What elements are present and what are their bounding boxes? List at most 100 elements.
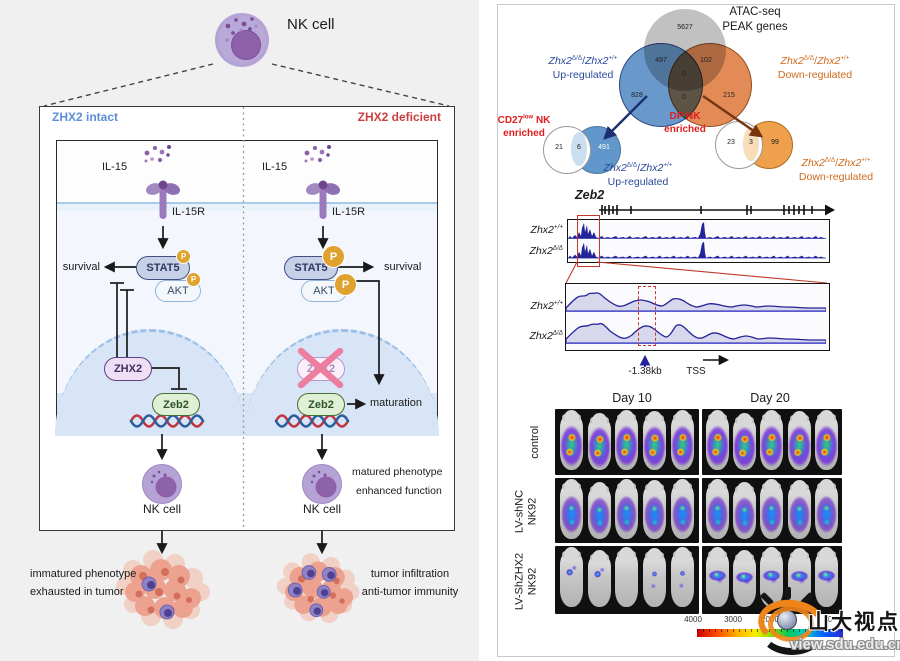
zeb2-gene-title: Zeb2 bbox=[575, 188, 605, 202]
venn-count: 0 bbox=[682, 94, 686, 101]
eye-lower-arc bbox=[760, 610, 824, 655]
mouse-image bbox=[559, 547, 583, 607]
venn-count: 21 bbox=[555, 144, 563, 151]
nk-cell-top-label: NK cell bbox=[287, 16, 335, 33]
dp-nk-text: DP NK bbox=[669, 111, 701, 122]
gene-name: Zhx2 bbox=[529, 245, 553, 257]
bioluminescence-panel-control-day10 bbox=[555, 409, 699, 475]
mouse-image bbox=[814, 547, 838, 607]
venn-title-line2: PEAK genes bbox=[722, 21, 788, 33]
tumor-right bbox=[276, 553, 360, 624]
small-down-label: Zhx2Δ/Δ/Zhx2+/+ Down-regulated bbox=[782, 156, 890, 184]
gene-name: Zhx2 bbox=[603, 162, 627, 174]
allele-sup: Δ/Δ bbox=[803, 54, 815, 62]
mouse-image bbox=[559, 410, 583, 470]
zhx2-intact-label: ZHX2 intact bbox=[52, 110, 119, 124]
row-label-text: NK92 bbox=[526, 567, 538, 596]
mouse-image bbox=[587, 550, 611, 607]
scale-value: 4000 bbox=[684, 615, 702, 624]
mouse-image bbox=[671, 479, 695, 539]
inhibition-tbars bbox=[110, 282, 187, 390]
eyelash-icon bbox=[785, 587, 791, 599]
scale-value: 3000 bbox=[724, 615, 742, 624]
tumor-left bbox=[116, 550, 210, 629]
track-label-ko: Zhx2Δ/Δ bbox=[505, 245, 563, 257]
il15r-label-right: IL-15R bbox=[332, 206, 366, 218]
track-label-wt: Zhx2+/+ bbox=[505, 224, 563, 236]
slash: / bbox=[582, 55, 585, 67]
mouse-image bbox=[733, 413, 757, 470]
slash: / bbox=[637, 162, 640, 174]
mouse-image bbox=[643, 480, 667, 539]
day10-header: Day 10 bbox=[612, 391, 652, 405]
allele-sup: +/+ bbox=[861, 156, 871, 164]
venn-count: 6 bbox=[577, 144, 581, 151]
gene-name: Zhx2 bbox=[548, 55, 572, 67]
venn-arrows bbox=[603, 95, 764, 140]
venn-small-overlap bbox=[571, 132, 587, 166]
row-label-lvshzhx2: LV-ShZHX2 NK92 bbox=[514, 539, 539, 625]
mouse-image bbox=[733, 482, 757, 539]
slash: / bbox=[835, 157, 838, 169]
eye-orange-ring bbox=[768, 606, 814, 642]
allele-sup: +/+ bbox=[608, 54, 618, 62]
atac-track-zoomed bbox=[565, 283, 830, 351]
cd27-text: CD27 bbox=[497, 115, 524, 126]
tss-annotation-arrows bbox=[639, 354, 730, 367]
mouse-image bbox=[787, 411, 811, 470]
mouse-image bbox=[643, 411, 667, 470]
venn-count: 0 bbox=[682, 71, 686, 78]
gene-name: Zhx2 bbox=[816, 55, 841, 67]
bioluminescence-panel-shnc-day10 bbox=[555, 478, 699, 543]
zoom-connector-lines bbox=[565, 261, 828, 284]
scale-value: 0 bbox=[827, 615, 833, 624]
row-label-text: control bbox=[528, 425, 541, 459]
zoomtrack-label-wt: Zhx2+/+ bbox=[505, 300, 563, 312]
down-regulated-text: Down-regulated bbox=[798, 171, 874, 183]
allele-sup: Δ/Δ bbox=[571, 54, 583, 62]
il15-dots-right bbox=[304, 145, 331, 163]
atac-zoom-signal bbox=[566, 292, 826, 344]
gene-name: Zhx2 bbox=[801, 157, 825, 169]
venn-count: 5627 bbox=[677, 24, 693, 31]
nk-cell-label-right: NK cell bbox=[302, 502, 341, 516]
phospho-badge: P bbox=[176, 249, 191, 264]
phospho-badge-large: P bbox=[334, 273, 357, 296]
mouse-image bbox=[706, 547, 730, 607]
row-label-control: control bbox=[529, 407, 542, 477]
nk-cell-top-art bbox=[215, 13, 269, 67]
mouse-image bbox=[643, 548, 667, 607]
outcome-right-line2: anti-tumor immunity bbox=[361, 586, 459, 598]
mouse-image bbox=[706, 410, 730, 470]
binding-site-distance: -1.38kb bbox=[628, 366, 662, 377]
eye-logo bbox=[755, 587, 829, 655]
mouse-image bbox=[787, 480, 811, 539]
watermark: 山大视点 view.sdu.edu.cn bbox=[752, 586, 900, 661]
dna-right bbox=[274, 414, 350, 428]
allele-sup: +/+ bbox=[663, 161, 673, 169]
enriched-text: enriched bbox=[503, 128, 545, 139]
venn-count: 3 bbox=[749, 139, 753, 146]
gene-name: Zhx2 bbox=[584, 55, 609, 67]
row-label-text: LV-shNC bbox=[513, 489, 526, 534]
atac-track-overview bbox=[567, 215, 830, 267]
stat5-pill-right: STAT5 bbox=[284, 256, 338, 280]
bioluminescence-panel-shnc-day20 bbox=[702, 478, 842, 543]
schematic-artwork bbox=[43, 13, 450, 629]
mouse-image bbox=[559, 479, 583, 539]
bioluminescence-panel-control-day20 bbox=[702, 409, 842, 475]
zhx2-binding-site-box bbox=[638, 286, 656, 346]
upregulated-label: Zhx2Δ/Δ/Zhx2+/+ Up-regulated bbox=[537, 54, 629, 82]
gene-name: Zhx2 bbox=[780, 55, 804, 67]
atac-signal bbox=[568, 222, 826, 259]
zeb2-pill-left: Zeb2 bbox=[152, 393, 200, 416]
mouse-image bbox=[587, 413, 611, 470]
enhanced-function-label: enhanced function bbox=[356, 485, 442, 497]
allele-sup: +/+ bbox=[553, 223, 563, 231]
venn-circle-downregulated bbox=[668, 43, 752, 127]
venn-count: 491 bbox=[598, 144, 610, 151]
cell-box bbox=[55, 140, 439, 436]
venn-count: 497 bbox=[655, 57, 667, 64]
row-label-lvshnc: LV-shNC NK92 bbox=[514, 477, 539, 547]
zhx2-deficient-label: ZHX2 deficient bbox=[357, 110, 441, 124]
